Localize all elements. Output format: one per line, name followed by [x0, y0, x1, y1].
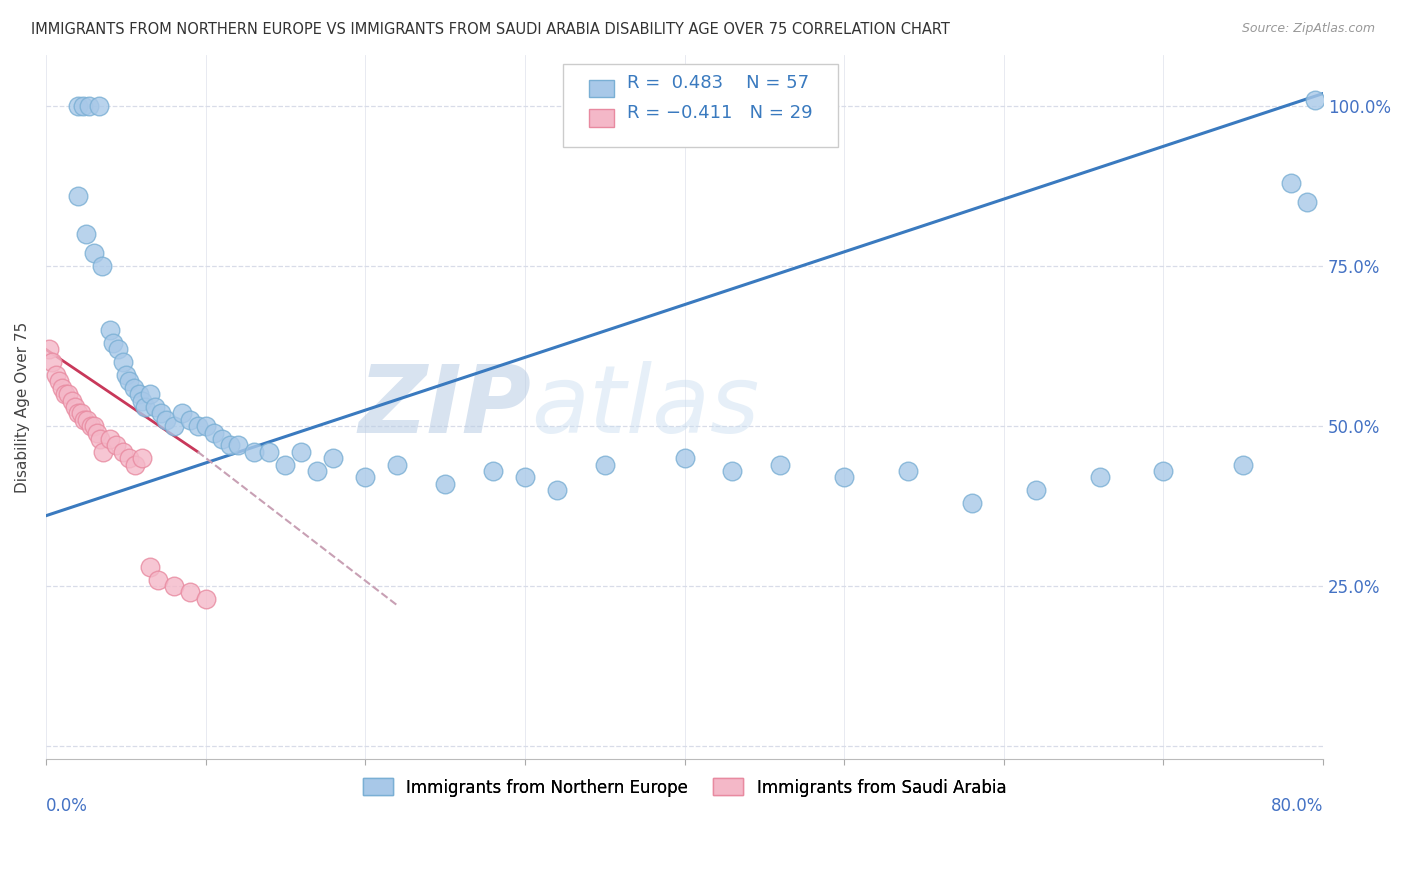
Point: [1025, 483, 1047, 497]
Point: [93, 444, 115, 458]
Point: [111, 355, 134, 369]
Point: [146, 573, 169, 587]
Point: [546, 483, 568, 497]
Point: [593, 458, 616, 472]
Point: [58, 387, 80, 401]
Point: [1303, 93, 1326, 107]
Point: [38, 343, 60, 357]
Point: [163, 579, 186, 593]
Point: [79, 419, 101, 434]
Point: [960, 496, 983, 510]
Point: [77, 99, 100, 113]
Point: [155, 413, 177, 427]
Point: [72, 99, 94, 113]
Point: [832, 470, 855, 484]
Text: 0.0%: 0.0%: [46, 797, 87, 815]
Point: [41, 355, 63, 369]
Point: [111, 444, 134, 458]
Point: [76, 413, 98, 427]
Point: [98, 323, 121, 337]
Point: [322, 451, 344, 466]
Text: R = −0.411   N = 29: R = −0.411 N = 29: [627, 104, 813, 122]
Point: [274, 458, 297, 472]
Point: [118, 375, 141, 389]
Y-axis label: Disability Age Over 75: Disability Age Over 75: [15, 321, 30, 492]
Point: [194, 591, 217, 606]
Point: [1279, 176, 1302, 190]
Point: [73, 413, 96, 427]
Point: [242, 444, 264, 458]
FancyBboxPatch shape: [564, 63, 838, 146]
Text: ZIP: ZIP: [359, 361, 531, 453]
Legend: Immigrants from Northern Europe, Immigrants from Saudi Arabia: Immigrants from Northern Europe, Immigra…: [356, 772, 1012, 803]
Point: [202, 425, 225, 440]
Point: [105, 438, 128, 452]
Point: [45, 368, 67, 382]
Point: [1232, 458, 1254, 472]
Point: [385, 458, 408, 472]
Point: [89, 432, 111, 446]
Point: [897, 464, 920, 478]
Point: [179, 413, 201, 427]
Point: [139, 387, 162, 401]
Bar: [589, 110, 614, 127]
Text: 80.0%: 80.0%: [1271, 797, 1323, 815]
Point: [101, 336, 124, 351]
Point: [66, 189, 89, 203]
Point: [290, 444, 312, 458]
Bar: [589, 79, 614, 97]
Point: [1088, 470, 1111, 484]
Point: [122, 381, 145, 395]
Point: [163, 419, 186, 434]
Point: [124, 458, 146, 472]
Point: [66, 406, 89, 420]
Point: [354, 470, 377, 484]
Point: [218, 438, 240, 452]
Point: [170, 406, 193, 420]
Text: atlas: atlas: [531, 361, 759, 452]
Point: [139, 560, 162, 574]
Point: [131, 451, 153, 466]
Point: [482, 464, 505, 478]
Point: [513, 470, 536, 484]
Point: [769, 458, 792, 472]
Point: [75, 227, 97, 242]
Point: [63, 400, 86, 414]
Point: [179, 585, 201, 599]
Point: [134, 400, 156, 414]
Point: [721, 464, 744, 478]
Point: [149, 406, 172, 420]
Point: [114, 368, 136, 382]
Point: [83, 246, 105, 260]
Text: R =  0.483    N = 57: R = 0.483 N = 57: [627, 73, 810, 92]
Point: [60, 393, 83, 408]
Point: [66, 99, 89, 113]
Point: [107, 343, 129, 357]
Point: [131, 393, 153, 408]
Point: [86, 425, 108, 440]
Point: [434, 476, 457, 491]
Point: [1153, 464, 1175, 478]
Point: [143, 400, 166, 414]
Point: [51, 381, 73, 395]
Point: [187, 419, 209, 434]
Point: [307, 464, 329, 478]
Point: [1296, 195, 1319, 210]
Text: Source: ZipAtlas.com: Source: ZipAtlas.com: [1241, 22, 1375, 36]
Point: [70, 406, 93, 420]
Point: [673, 451, 696, 466]
Point: [83, 419, 105, 434]
Point: [194, 419, 217, 434]
Point: [53, 387, 76, 401]
Point: [211, 432, 233, 446]
Point: [48, 375, 70, 389]
Point: [98, 432, 121, 446]
Point: [128, 387, 150, 401]
Point: [226, 438, 249, 452]
Text: IMMIGRANTS FROM NORTHERN EUROPE VS IMMIGRANTS FROM SAUDI ARABIA DISABILITY AGE O: IMMIGRANTS FROM NORTHERN EUROPE VS IMMIG…: [31, 22, 950, 37]
Point: [87, 99, 110, 113]
Point: [259, 444, 281, 458]
Point: [118, 451, 141, 466]
Point: [90, 259, 112, 273]
